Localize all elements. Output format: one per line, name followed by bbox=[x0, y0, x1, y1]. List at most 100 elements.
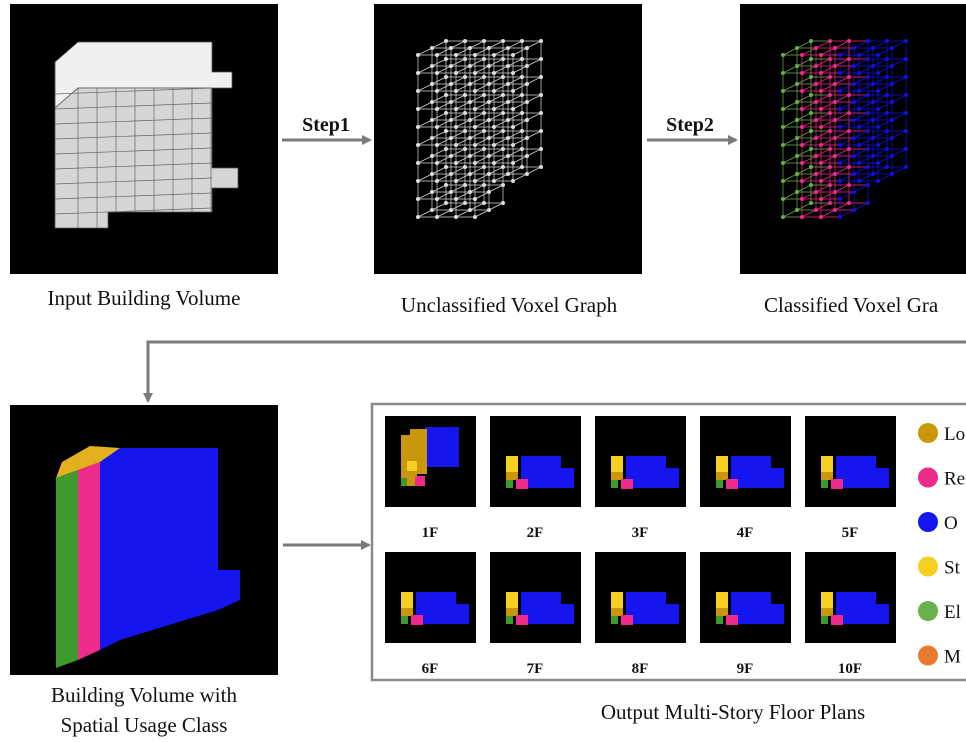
node bbox=[525, 100, 529, 104]
stair bbox=[611, 456, 623, 472]
node bbox=[904, 39, 908, 43]
legend-swatch bbox=[918, 601, 938, 621]
edge bbox=[469, 58, 485, 67]
node bbox=[885, 75, 889, 79]
node bbox=[866, 93, 870, 97]
node bbox=[833, 100, 837, 104]
office bbox=[521, 592, 574, 624]
node bbox=[866, 147, 870, 151]
node bbox=[833, 46, 837, 50]
node bbox=[520, 165, 524, 169]
node bbox=[819, 215, 823, 219]
arrow bbox=[143, 340, 966, 403]
node bbox=[473, 125, 477, 129]
grid bbox=[54, 102, 213, 110]
node bbox=[435, 143, 439, 147]
node bbox=[809, 39, 813, 43]
node bbox=[416, 161, 420, 165]
node bbox=[809, 111, 813, 115]
lobby bbox=[716, 608, 728, 616]
edge bbox=[493, 47, 509, 56]
node bbox=[487, 64, 491, 68]
edge bbox=[839, 83, 855, 92]
edge bbox=[488, 184, 504, 193]
edge bbox=[839, 119, 855, 128]
edge bbox=[872, 40, 888, 49]
node bbox=[847, 201, 851, 205]
node bbox=[833, 172, 837, 176]
node bbox=[492, 125, 496, 129]
node bbox=[430, 154, 434, 158]
lobby bbox=[821, 608, 833, 616]
node bbox=[454, 215, 458, 219]
elevator bbox=[506, 616, 513, 624]
edge bbox=[782, 173, 798, 182]
node bbox=[814, 46, 818, 50]
edge bbox=[455, 65, 471, 74]
node bbox=[416, 107, 420, 111]
edge bbox=[469, 166, 485, 175]
grid bbox=[54, 132, 213, 140]
edge bbox=[455, 173, 471, 182]
node bbox=[454, 161, 458, 165]
edge bbox=[431, 166, 447, 175]
edge bbox=[877, 137, 893, 146]
edge bbox=[512, 47, 528, 56]
floor-label: 7F bbox=[527, 661, 544, 677]
node bbox=[473, 71, 477, 75]
node bbox=[511, 89, 515, 93]
edge bbox=[877, 119, 893, 128]
edge bbox=[801, 119, 817, 128]
edge bbox=[512, 83, 528, 92]
edge bbox=[512, 65, 528, 74]
node bbox=[444, 129, 448, 133]
node bbox=[463, 93, 467, 97]
edge bbox=[891, 166, 907, 175]
edge bbox=[474, 83, 490, 92]
node bbox=[539, 39, 543, 43]
office bbox=[425, 427, 459, 467]
node bbox=[847, 75, 851, 79]
node bbox=[828, 183, 832, 187]
edge bbox=[455, 119, 471, 128]
node bbox=[416, 143, 420, 147]
office bbox=[521, 456, 574, 488]
node bbox=[444, 111, 448, 115]
edge bbox=[526, 166, 542, 175]
edge bbox=[839, 155, 855, 164]
legend-swatch bbox=[918, 423, 938, 443]
edge bbox=[417, 101, 433, 110]
node bbox=[449, 118, 453, 122]
edge bbox=[526, 112, 542, 121]
edge bbox=[815, 40, 831, 49]
grid bbox=[54, 177, 213, 185]
edge bbox=[796, 166, 812, 175]
node bbox=[904, 57, 908, 61]
node bbox=[795, 100, 799, 104]
node bbox=[876, 107, 880, 111]
edge bbox=[839, 101, 855, 110]
node bbox=[520, 129, 524, 133]
stair bbox=[401, 592, 413, 608]
caption: Input Building Volume bbox=[48, 286, 241, 310]
node bbox=[876, 161, 880, 165]
stair bbox=[611, 592, 623, 608]
edge bbox=[474, 65, 490, 74]
legend-swatch bbox=[918, 556, 938, 577]
edge bbox=[872, 112, 888, 121]
node bbox=[833, 136, 837, 140]
node bbox=[795, 82, 799, 86]
node bbox=[487, 172, 491, 176]
node bbox=[871, 82, 875, 86]
lobby bbox=[506, 608, 518, 616]
node bbox=[525, 82, 529, 86]
edge bbox=[834, 166, 850, 175]
floor-plans: 1F 2F 3F 4F 5F 6F 7F 8F 9F 10F bbox=[385, 416, 896, 677]
restroom bbox=[831, 615, 843, 625]
node bbox=[814, 100, 818, 104]
node bbox=[852, 208, 856, 212]
floor-label: 4F bbox=[737, 525, 754, 541]
edge bbox=[839, 137, 855, 146]
node bbox=[449, 136, 453, 140]
edge bbox=[872, 94, 888, 103]
